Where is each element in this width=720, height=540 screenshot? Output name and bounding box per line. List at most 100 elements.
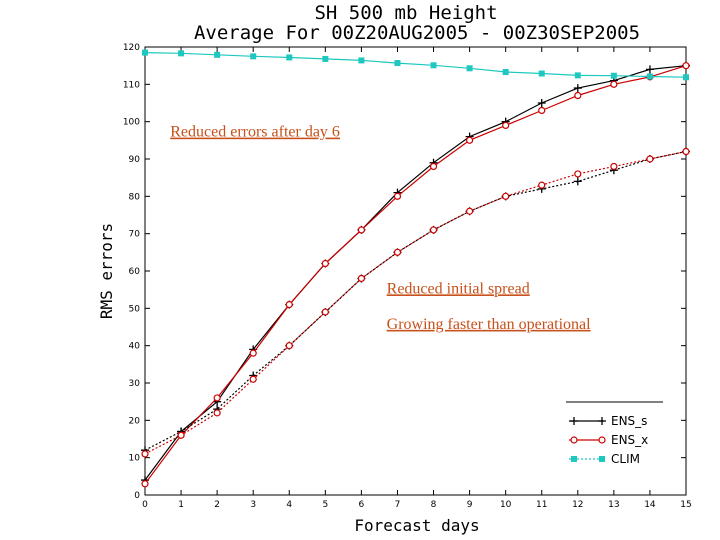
ens-x-point (610, 80, 618, 88)
y-tick-label: 10 (129, 454, 141, 464)
x-tick-label: 6 (359, 500, 365, 510)
series-4-point (502, 192, 510, 200)
series-4-point (213, 409, 221, 417)
plot-frame (144, 46, 687, 496)
series-4-point (321, 308, 329, 316)
legend-label: ENS_x (611, 433, 648, 447)
x-tick-label: 14 (644, 500, 656, 510)
x-tick-label: 4 (286, 500, 292, 510)
x-tick-label: 1 (178, 500, 184, 510)
x-tick-label: 11 (536, 500, 547, 510)
x-tick-label: 12 (572, 500, 583, 510)
clim-point (250, 53, 257, 60)
x-tick-label: 7 (395, 500, 401, 510)
series-4-point (429, 226, 438, 234)
legend-marker (598, 436, 606, 444)
y-tick-label: 30 (129, 379, 141, 389)
x-axis-label: Forecast days (354, 516, 479, 535)
clim-point (574, 72, 581, 79)
y-tick-label: 80 (129, 192, 141, 202)
legend-label: ENS_s (611, 414, 647, 428)
annotation-text: Reduced errors after day 6 (170, 124, 340, 141)
y-tick-label: 20 (129, 416, 141, 426)
series-4-point (249, 375, 257, 383)
clim-point (358, 57, 365, 64)
series-4-point (646, 155, 654, 163)
chart-subtitle: Average For 00Z20AUG2005 - 00Z30SEP2005 (194, 22, 640, 44)
ens-x-point (141, 480, 149, 488)
ens-x-point (357, 226, 365, 234)
x-tick-label: 13 (608, 500, 619, 510)
y-tick-label: 110 (123, 80, 140, 90)
ens-x-point (213, 394, 221, 402)
x-tick-label: 9 (467, 500, 473, 510)
series-4-point (466, 207, 474, 215)
series-4-point (141, 450, 149, 458)
clim-point (178, 50, 185, 57)
ens-x-point (502, 121, 510, 130)
series-4-point (682, 147, 690, 156)
series-4-point (610, 162, 618, 171)
clim-point (683, 74, 689, 81)
y-tick-label: 70 (129, 230, 141, 240)
clim-point (430, 62, 437, 69)
x-tick-label: 10 (500, 500, 512, 510)
ens-x-line (144, 65, 687, 485)
legend-marker (570, 436, 578, 444)
series-4-point (357, 274, 365, 283)
ens-x-point (574, 91, 582, 100)
legend-marker (598, 417, 606, 425)
series-4-point (285, 342, 293, 350)
clim-point (610, 72, 617, 79)
clim-point (322, 55, 329, 62)
series-4-point (393, 248, 402, 256)
y-tick-label: 40 (129, 342, 141, 352)
y-tick-label: 0 (134, 491, 140, 501)
legend-marker (599, 456, 605, 462)
clim-point (466, 65, 473, 72)
clim-point (538, 70, 545, 77)
x-tick-label: 0 (142, 500, 148, 510)
ens-s-point (573, 84, 582, 93)
clim-point (394, 60, 401, 67)
x-tick-label: 3 (250, 500, 256, 510)
series-4-point (538, 181, 546, 189)
chart-title: SH 500 mb Height (314, 2, 497, 24)
clim-point (142, 49, 148, 56)
clim-point (646, 73, 653, 80)
y-tick-label: 90 (129, 155, 141, 165)
x-tick-label: 5 (322, 500, 328, 510)
clim-point (214, 51, 221, 58)
series-4-point (177, 431, 185, 439)
series-3-point (573, 177, 582, 186)
annotation-text: Reduced initial spread (387, 280, 530, 297)
y-tick-label: 120 (123, 43, 140, 53)
ens-s-point (537, 99, 546, 107)
legend-marker (571, 456, 577, 462)
series-3-line (144, 150, 687, 451)
x-tick-label: 15 (680, 500, 691, 510)
ens-x-point (321, 259, 329, 268)
clim-point (286, 54, 293, 61)
clim-line (144, 52, 687, 78)
ens-x-point (429, 162, 438, 171)
x-tick-label: 2 (214, 500, 220, 510)
x-tick-label: 8 (431, 500, 437, 510)
ens-x-point (285, 301, 293, 309)
y-axis-label: RMS errors (97, 223, 116, 319)
legend-label: CLIM (611, 452, 640, 466)
y-tick-label: 50 (129, 304, 141, 314)
ens-x-point (393, 192, 402, 200)
y-tick-label: 60 (129, 267, 141, 277)
y-tick-label: 100 (123, 118, 140, 128)
series-4-line (144, 150, 687, 455)
series-4-point (574, 170, 582, 178)
ens-x-point (538, 106, 546, 115)
ens-x-point (466, 136, 474, 144)
ens-x-point (682, 62, 690, 70)
ens-s-point (645, 65, 654, 74)
ens-x-point (249, 349, 257, 357)
legend-marker (570, 417, 578, 425)
